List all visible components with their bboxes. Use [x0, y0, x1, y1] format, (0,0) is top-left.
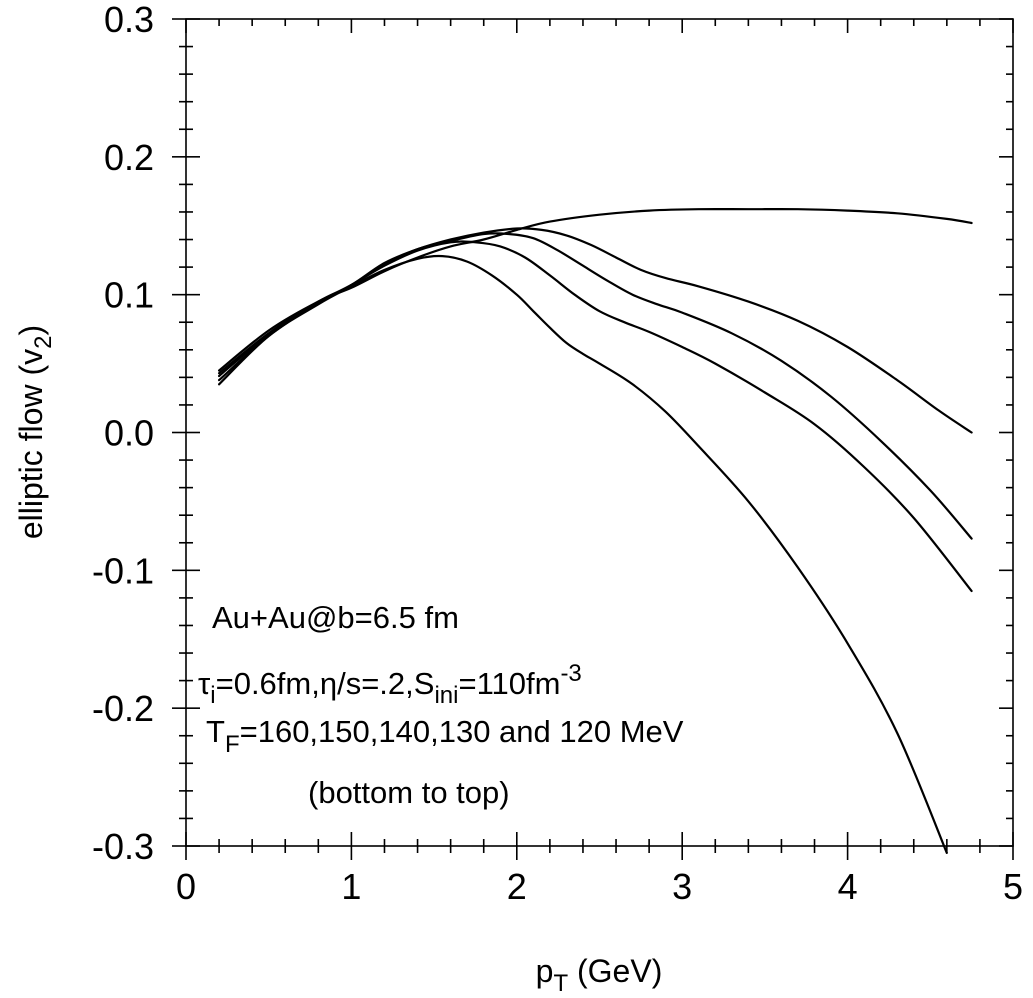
y-tick-label: 0.3 [104, 0, 154, 40]
axis-ticks [172, 18, 1014, 860]
annotation-line-1: Au+Au@b=6.5 fm [212, 600, 459, 635]
x-axis-title: pT (GeV) [536, 953, 663, 997]
annotation-line-4: (bottom to top) [308, 775, 510, 810]
x-tick-label: 3 [672, 866, 692, 907]
y-axis-title: elliptic flow (v2) [13, 325, 57, 539]
x-tick-label: 4 [838, 866, 858, 907]
y-tick-label: 0.0 [104, 413, 154, 454]
x-tick-label: 0 [176, 866, 196, 907]
x-tick-label: 5 [1003, 866, 1023, 907]
x-tick-label: 2 [507, 866, 527, 907]
x-tick-label: 1 [341, 866, 361, 907]
flow-curves [218, 208, 973, 854]
axis-tick-labels: 0 1 2 3 4 5 0.3 0.2 0.1 0.0 -0.1 -0.2 -0.3 [92, 0, 1023, 907]
y-tick-label: -0.3 [92, 826, 154, 867]
y-tick-label: -0.1 [92, 550, 154, 591]
flow-curve-1 [218, 254, 948, 854]
annotation-line-2: τi=0.6fm,η/s=.2,Sini=110fm-3 [198, 660, 582, 709]
y-tick-label: -0.2 [92, 688, 154, 729]
annotation-line-3: TF=160,150,140,130 and 120 MeV [206, 714, 684, 758]
y-tick-label: 0.2 [104, 137, 154, 178]
flow-curve-3 [218, 232, 973, 540]
flow-curve-5 [218, 208, 973, 372]
annotation: Au+Au@b=6.5 fm τi=0.6fm,η/s=.2,Sini=110f… [198, 600, 684, 810]
y-tick-label: 0.1 [104, 275, 154, 316]
flow-curve-4 [218, 227, 973, 434]
